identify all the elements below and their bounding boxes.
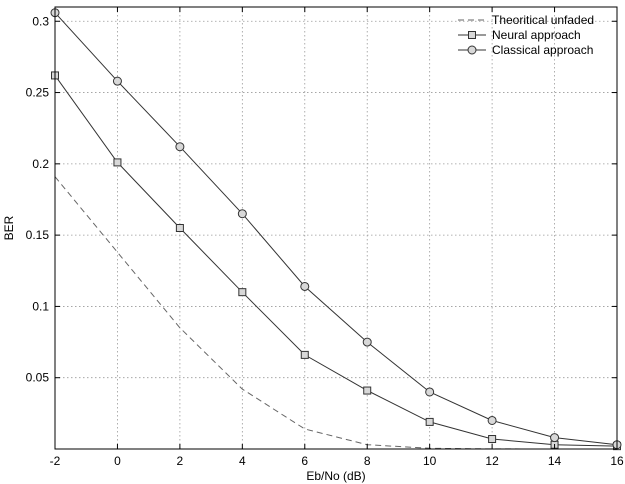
y-tick-label: 0.3 [32,14,49,28]
data-point-neural-approach [175,224,184,232]
legend-label-classical-approach: Classical approach [492,43,593,57]
y-tick-label: 0.2 [32,157,49,171]
data-point-neural-approach [300,350,309,359]
legend-label-neural-approach: Neural approach [492,28,581,42]
series-line-classical-approach [54,12,618,446]
y-tick-label: 0.05 [26,371,50,385]
series-layer [50,8,622,451]
data-point-classical-approach [112,76,122,86]
x-tick-label: -2 [50,454,61,468]
data-point-classical-approach [300,281,310,291]
legend-marker-neural-approach [468,31,476,39]
data-point-neural-approach [238,288,247,297]
x-tick-label: 0 [114,454,121,468]
series-classical-approach [50,8,622,450]
x-tick-label: 4 [239,454,246,468]
x-tick-label: 12 [485,454,499,468]
x-tick-label: 8 [364,454,371,468]
series-theoritical-unfaded [54,176,617,450]
data-point-classical-approach [487,415,497,425]
x-tick-label: 2 [177,454,184,468]
x-tick-label: 16 [610,454,624,468]
series-line-theoritical-unfaded [54,176,617,450]
x-tick-label: 6 [301,454,308,468]
data-point-classical-approach [237,209,247,219]
data-point-classical-approach [550,433,560,443]
legend-marker-classical-approach [467,45,477,55]
plot-frame [54,6,618,450]
x-tick-label: 10 [423,454,437,468]
legend-label-theoritical-unfaded: Theoritical unfaded [492,13,594,27]
y-tick-label: 0.25 [26,86,50,100]
y-tick-label: 0.15 [26,228,50,242]
series-line-neural-approach [54,75,618,447]
data-point-classical-approach [362,337,372,347]
tick-labels: -2 0 2 4 6 8 10 12 14 16 0.05 0.1 0.15 0.2 0.25 0.3 [26,7,624,468]
data-point-classical-approach [425,387,435,397]
grid-lines [55,7,617,449]
data-point-neural-approach [488,435,497,444]
y-tick-label: 0.1 [32,299,49,313]
data-point-neural-approach [363,386,372,395]
data-point-neural-approach [425,417,434,426]
y-axis-label: BER [2,215,16,240]
data-point-classical-approach [175,142,185,152]
x-axis-label: Eb/No (dB) [306,469,365,483]
data-point-neural-approach [113,158,122,167]
x-tick-label: 14 [548,454,562,468]
series-neural-approach [51,71,621,451]
